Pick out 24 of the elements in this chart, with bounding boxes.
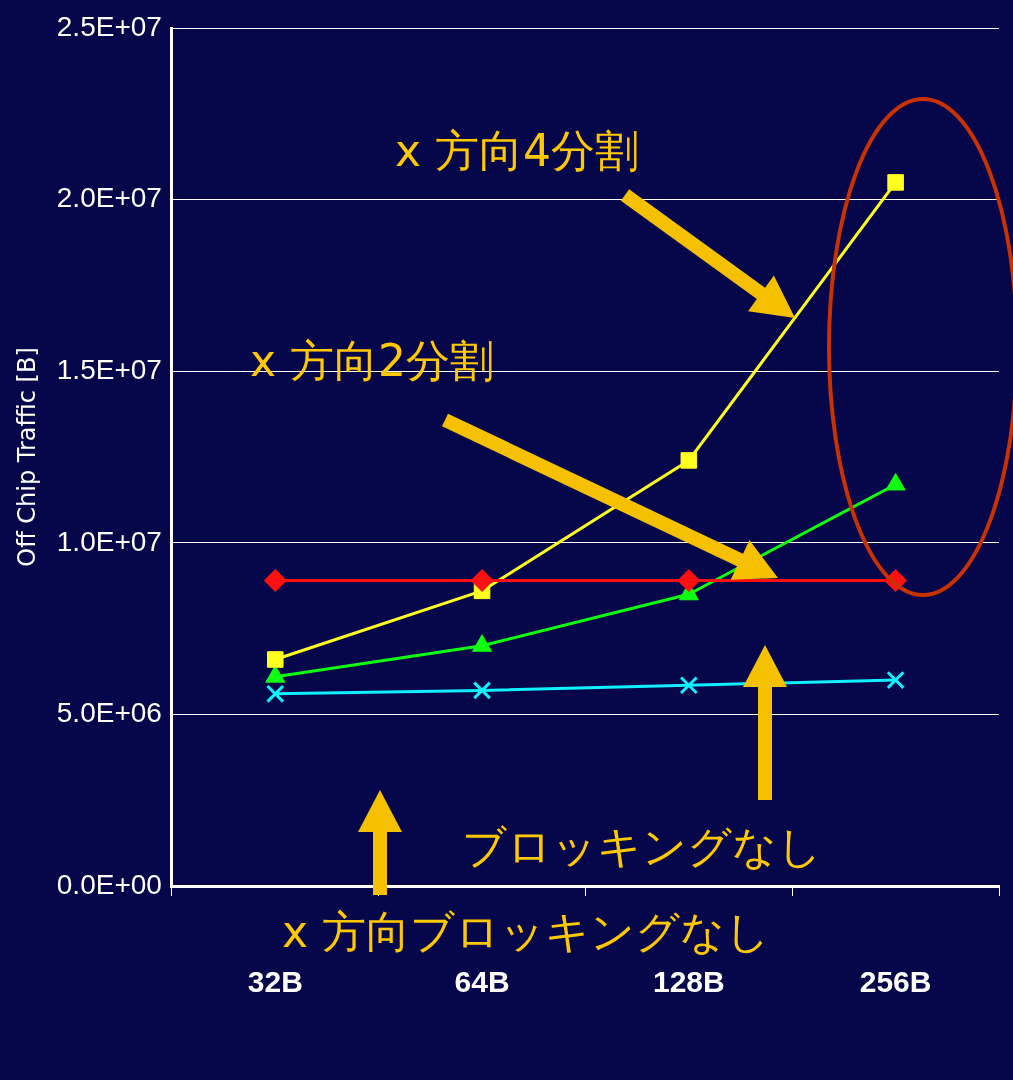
y-tick-label: 1.0E+07: [56, 525, 162, 557]
text: x 方向ブロッキングなし: [282, 905, 771, 959]
point: [266, 684, 285, 704]
point: [472, 681, 492, 700]
y-tick-label: 2.5E+07: [56, 10, 162, 42]
y-tick-label: 0.0E+00: [56, 868, 162, 900]
y-axis-title: Off Chip Traffic [B]: [12, 347, 41, 567]
point: [680, 452, 698, 469]
y-tick-label: 5.0E+06: [56, 697, 162, 729]
point: [267, 651, 284, 668]
y-tick-label: 1.5E+07: [56, 353, 162, 385]
point: [887, 174, 904, 191]
point: [886, 670, 905, 690]
x-tick-label: 32B: [247, 965, 303, 999]
y-tick-label: 2.0E+07: [56, 182, 162, 214]
point: [679, 675, 699, 695]
annotation: ブロッキングなし: [462, 820, 822, 874]
x-tick-label: 128B: [652, 965, 725, 999]
point: [263, 569, 287, 593]
point: [470, 569, 494, 593]
x-tick-label: 64B: [454, 965, 510, 999]
x-tick-label: 256B: [859, 965, 932, 999]
annotation: x 方向4分割: [395, 124, 640, 178]
point: [677, 569, 701, 593]
